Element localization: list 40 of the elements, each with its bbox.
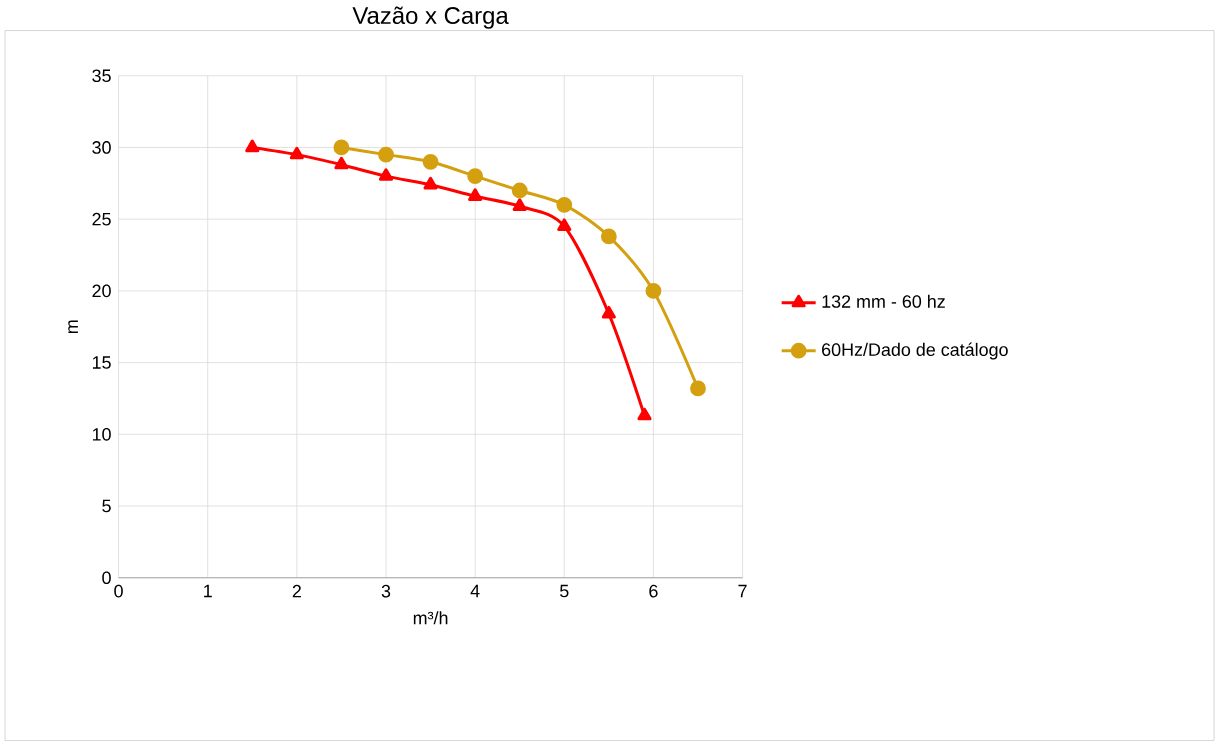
point (468, 188, 483, 202)
y-tick-label: 20 (92, 284, 111, 298)
point (512, 198, 527, 212)
point (467, 168, 484, 185)
point (423, 177, 438, 190)
point (245, 139, 260, 153)
x-tick-label: 5 (560, 585, 569, 598)
y-axis-title: m (68, 320, 78, 334)
y-tick-label: 15 (92, 356, 111, 370)
y-tick-label: 10 (92, 428, 111, 441)
y-tick-label: 25 (92, 213, 111, 226)
point (601, 306, 616, 319)
x-tick-label: 7 (738, 585, 747, 598)
legend-label: 60Hz/Dado de catálogo (822, 342, 1008, 360)
point (511, 182, 528, 199)
point (378, 146, 394, 163)
x-tick-label: 1 (204, 585, 212, 598)
point (645, 283, 662, 299)
point (289, 146, 304, 160)
y-tick-label: 0 (102, 571, 111, 585)
x-tick-label: 4 (470, 585, 480, 598)
legend-label: 132 mm - 60 hz (822, 294, 945, 309)
x-tick-label: 0 (114, 585, 123, 598)
x-tick-label: 6 (649, 585, 658, 598)
point (334, 156, 349, 170)
chart-title: Vazão x Carga (352, 6, 509, 29)
x-axis-title: m³/h (413, 611, 448, 625)
y-tick-label: 5 (102, 499, 111, 513)
x-tick-label: 3 (381, 585, 391, 598)
point (378, 168, 394, 182)
point (690, 380, 706, 397)
y-tick-label: 30 (92, 141, 111, 155)
x-tick-label: 2 (292, 585, 301, 598)
point (333, 139, 350, 156)
point (422, 154, 439, 170)
point (637, 407, 652, 421)
point (556, 197, 573, 213)
point (600, 228, 617, 245)
point (557, 218, 572, 232)
y-tick-label: 35 (92, 69, 111, 83)
